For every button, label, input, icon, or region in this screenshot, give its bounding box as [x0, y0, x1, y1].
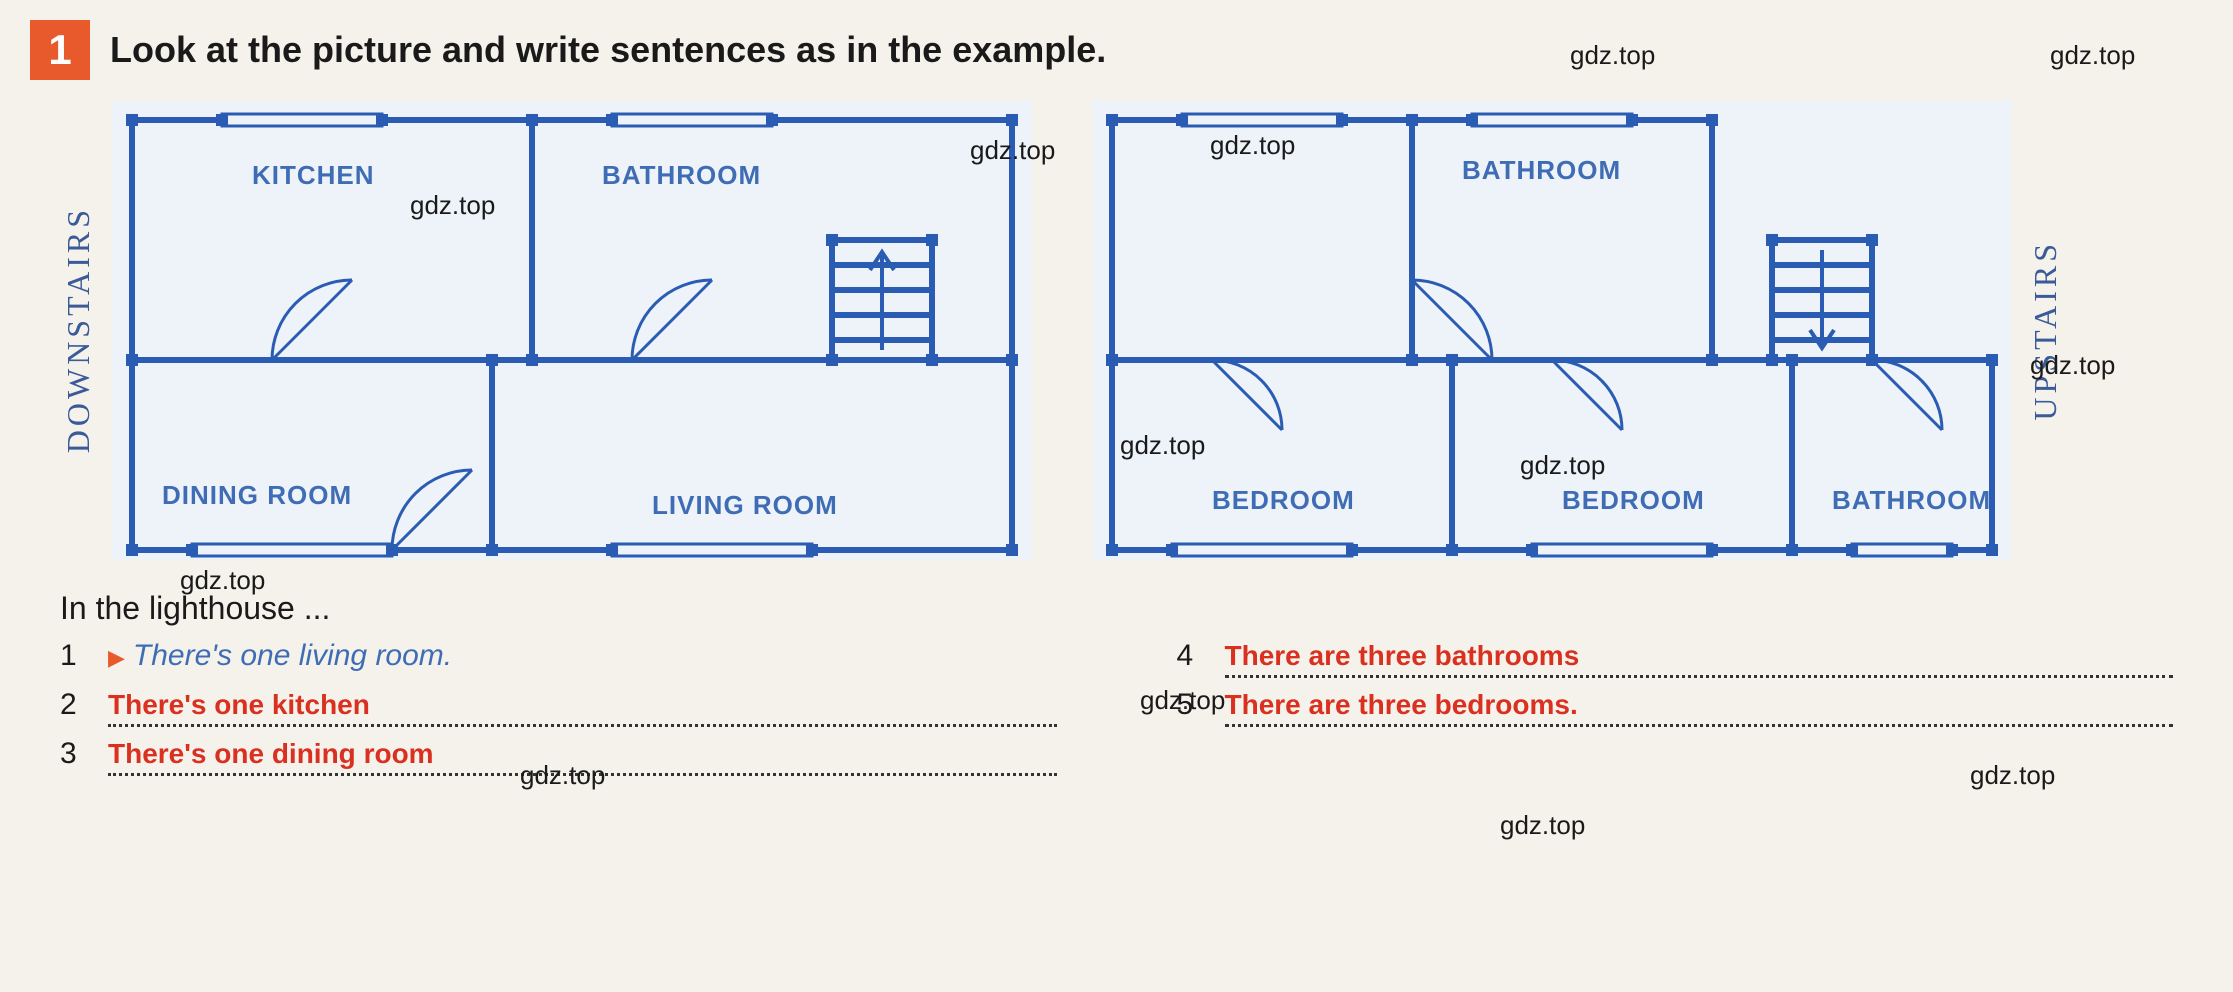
answer-num-3: 3: [60, 737, 88, 771]
prompt-text: In the lighthouse ...: [60, 590, 2173, 627]
exercise-header: 1 Look at the picture and write sentence…: [30, 20, 2203, 80]
exercise-number-box: 1: [30, 20, 90, 80]
triangle-icon: ▶: [108, 645, 125, 670]
answer-num-1: 1: [60, 639, 88, 673]
answer-row-1: 1 ▶ There's one living room.: [60, 639, 1057, 678]
kitchen-label: KITCHEN: [252, 160, 375, 191]
watermark: gdz.top: [1500, 810, 1585, 841]
answer-num-4: 4: [1177, 639, 1205, 673]
answer-line-3[interactable]: There's one dining room: [108, 738, 1057, 776]
floorplans-container: DOWNSTAIRS: [30, 100, 2203, 560]
example-marker: ▶ There's one living room.: [108, 639, 452, 673]
upstairs-floorplan: BATHROOM BEDROOM BEDROOM BATHROOM: [1092, 100, 2012, 560]
answer-row-5: 5 There are three bedrooms.: [1177, 688, 2174, 727]
answer-row-3: 3 There's one dining room: [60, 737, 1057, 776]
downstairs-label: DOWNSTAIRS: [60, 206, 97, 453]
bedroom2-label: BEDROOM: [1562, 485, 1705, 516]
downstairs-wrapper: DOWNSTAIRS: [60, 100, 1032, 560]
answer-line-2[interactable]: There's one kitchen: [108, 689, 1057, 727]
answer-line-4[interactable]: There are three bathrooms: [1225, 640, 2174, 678]
bedroom1-label: BEDROOM: [1212, 485, 1355, 516]
dining-room-label: DINING ROOM: [162, 480, 352, 511]
answer-row-4: 4 There are three bathrooms: [1177, 639, 2174, 678]
answer-num-2: 2: [60, 688, 88, 722]
page-wrapper: 1 Look at the picture and write sentence…: [30, 20, 2203, 972]
answer-row-2: 2 There's one kitchen: [60, 688, 1057, 727]
living-room-label: LIVING ROOM: [652, 490, 838, 521]
upstairs-label: UPSTAIRS: [2027, 240, 2064, 421]
answers-section: In the lighthouse ... 1 ▶ There's one liv…: [30, 590, 2203, 776]
answer-line-5[interactable]: There are three bedrooms.: [1225, 689, 2174, 727]
bathroom-label-left: BATHROOM: [602, 160, 761, 191]
example-text: There's one living room.: [133, 639, 452, 672]
answers-grid: 1 ▶ There's one living room. 4 There are …: [60, 639, 2173, 776]
downstairs-floorplan: KITCHEN BATHROOM DINING ROOM LIVING ROOM: [112, 100, 1032, 560]
answer-num-5: 5: [1177, 688, 1205, 722]
bathroom-right-label: BATHROOM: [1832, 485, 1991, 516]
exercise-instruction: Look at the picture and write sentences …: [110, 29, 1106, 71]
upstairs-wrapper: BATHROOM BEDROOM BEDROOM BATHROOM UPSTAI…: [1092, 100, 2064, 560]
bathroom-top-label: BATHROOM: [1462, 155, 1621, 186]
